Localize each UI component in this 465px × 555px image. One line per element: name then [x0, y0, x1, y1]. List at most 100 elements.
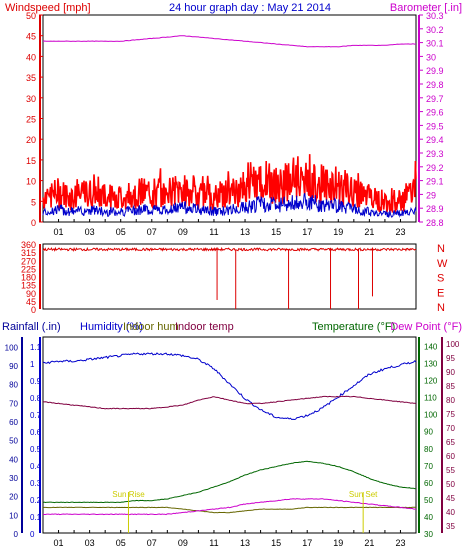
- humidity-legend: Humidity (%): [80, 321, 143, 333]
- wind-x-tick-label: 17: [302, 227, 312, 237]
- temperature-y-tick-label: 50: [424, 496, 433, 505]
- climate-panel: Rainfall (.in) Humidity (%) Indoor hum I…: [2, 321, 462, 548]
- dewpoint-y-tick-label: 50: [446, 480, 455, 489]
- temperature-y-tick-label: 60: [424, 479, 433, 488]
- humidity-y-tick-label: 50: [9, 437, 18, 446]
- wind-x-tick-label: 23: [395, 227, 405, 237]
- indoor_temp-line: [42, 395, 417, 410]
- temperature-y-tick-label: 110: [424, 394, 437, 403]
- climate-y-ticks: 0 10 20 30 40 50 60 70 80 90 100 0 0.1 0.2 0.3 0.4 0.5 0.…: [5, 337, 460, 539]
- indoor_hum-line: [42, 506, 416, 514]
- climate-x-tick-label: 15: [271, 538, 281, 548]
- direction-y-tick-label: 315: [21, 248, 36, 258]
- wind-y-tick-label: 50: [26, 11, 36, 21]
- direction-y-tick-label: 225: [21, 264, 36, 274]
- climate-grid: [58, 530, 401, 533]
- direction-line: [42, 246, 417, 252]
- wind-gust-line: [42, 154, 417, 214]
- climate-x-tick-label: 23: [395, 538, 405, 548]
- direction-plot-area: [42, 243, 417, 310]
- indoor-temp-legend: Indoor temp: [175, 321, 234, 333]
- dewpoint-y-tick-label: 90: [446, 368, 455, 377]
- barometer-y-tick-label: 29.8: [426, 80, 444, 90]
- wind-series: [42, 35, 417, 219]
- climate-x-tick-label: 01: [54, 538, 64, 548]
- barometer-y-ticks: 28.8 28.9 29 29.1 29.2 29.3 29.4 29.5 29.6 29.7 29…: [39, 11, 444, 228]
- dewpoint-y-tick-label: 65: [446, 438, 455, 447]
- rainfall-y-tick-label: 0.9: [30, 377, 42, 386]
- dewpoint-y-tick-label: 75: [446, 410, 455, 419]
- wind-y-tick-label: 10: [26, 177, 36, 187]
- temperature-y-tick-label: 120: [424, 377, 438, 386]
- humidity-y-tick-label: 10: [9, 511, 18, 520]
- rainfall-y-tick-label: 0.6: [30, 428, 42, 437]
- climate-x-tick-label: 21: [364, 538, 374, 548]
- barometer-y-tick-label: 30.1: [426, 39, 444, 49]
- dewpoint-y-tick-label: 60: [446, 452, 455, 461]
- barometer-line: [42, 35, 417, 48]
- temperature-y-tick-label: 30: [424, 530, 433, 539]
- wind-panel: Windspeed [mph] 24 hour graph day : May …: [5, 2, 462, 237]
- rainfall-y-tick-label: 0: [30, 530, 35, 539]
- humidity-y-tick-label: 80: [9, 381, 18, 390]
- temperature-y-tick-label: 40: [424, 513, 433, 522]
- barometer-y-tick-label: 29.7: [426, 94, 444, 104]
- barometer-y-tick-label: 28.8: [426, 218, 444, 228]
- climate-plot-area: [42, 336, 417, 534]
- wind-y-tick-label: 25: [26, 115, 36, 125]
- wind-x-tick-label: 07: [147, 227, 157, 237]
- rainfall-y-tick-label: 1: [30, 360, 35, 369]
- barometer-y-tick-label: 30.3: [426, 11, 444, 21]
- rainfall-y-tick-label: 0.7: [30, 411, 42, 420]
- barometer-y-tick-label: 29.9: [426, 66, 444, 76]
- dew-line: [42, 498, 417, 516]
- wind-y-tick-label: 45: [26, 32, 36, 42]
- graph-title: 24 hour graph day : May 21 2014: [169, 2, 331, 14]
- humidity-y-tick-label: 40: [9, 455, 18, 464]
- temperature-y-tick-label: 130: [424, 360, 438, 369]
- wind-y-tick-label: 35: [26, 73, 36, 83]
- temperature-y-tick-label: 70: [424, 462, 433, 471]
- barometer-y-tick-label: 30.2: [426, 25, 444, 35]
- compass-label: S: [437, 273, 444, 285]
- temperature-line: [42, 460, 417, 504]
- climate-x-tick-label: 03: [85, 538, 95, 548]
- climate-x-tick-label: 17: [302, 538, 312, 548]
- dewpoint-y-tick-label: 40: [446, 508, 455, 517]
- wind-y-tick-label: 30: [26, 94, 36, 104]
- rainfall-y-tick-label: 0.1: [30, 513, 42, 522]
- rainfall-y-tick-label: 0.5: [30, 445, 42, 454]
- climate-series: Sun Rise Sun Set: [42, 352, 417, 533]
- compass-label: N: [437, 243, 445, 255]
- rainfall-axis-title: Rainfall (.in): [2, 321, 61, 333]
- dewpoint-y-tick-label: 35: [446, 522, 455, 531]
- wind-x-tick-label: 13: [240, 227, 250, 237]
- indoor-hum-legend: Indoor hum: [123, 321, 179, 333]
- rainfall-y-tick-label: 0.3: [30, 479, 42, 488]
- dewpoint-axis-title: Dew Point (°F): [390, 321, 462, 333]
- wind-y-tick-label: 15: [26, 156, 36, 166]
- direction-y-tick-label: 135: [21, 281, 36, 291]
- rainfall-y-tick-label: 0.8: [30, 394, 42, 403]
- dewpoint-y-tick-label: 85: [446, 382, 455, 391]
- rainfall-y-tick-label: 1.1: [30, 343, 42, 352]
- humidity-y-tick-label: 90: [9, 362, 18, 371]
- temperature-y-tick-label: 140: [424, 343, 438, 352]
- dewpoint-y-tick-label: 70: [446, 424, 455, 433]
- humidity-y-tick-label: 30: [9, 474, 18, 483]
- wind-average-line: [42, 193, 417, 219]
- wind-x-tick-label: 19: [333, 227, 343, 237]
- barometer-y-tick-label: 29.6: [426, 108, 444, 118]
- wind-x-tick-label: 11: [209, 227, 218, 237]
- temperature-y-tick-label: 80: [424, 445, 433, 454]
- climate-x-ticks: 01 03 05 07 09 11 13 15 17 19 21 23: [54, 538, 406, 548]
- barometer-y-tick-label: 29: [426, 190, 436, 200]
- direction-y-tick-label: 360: [21, 240, 36, 250]
- humidity-y-tick-label: 60: [9, 418, 18, 427]
- climate-x-tick-label: 09: [178, 538, 188, 548]
- humidity-y-tick-label: 0: [14, 530, 19, 539]
- wind-y-tick-label: 20: [26, 135, 36, 145]
- wind-x-tick-label: 05: [116, 227, 126, 237]
